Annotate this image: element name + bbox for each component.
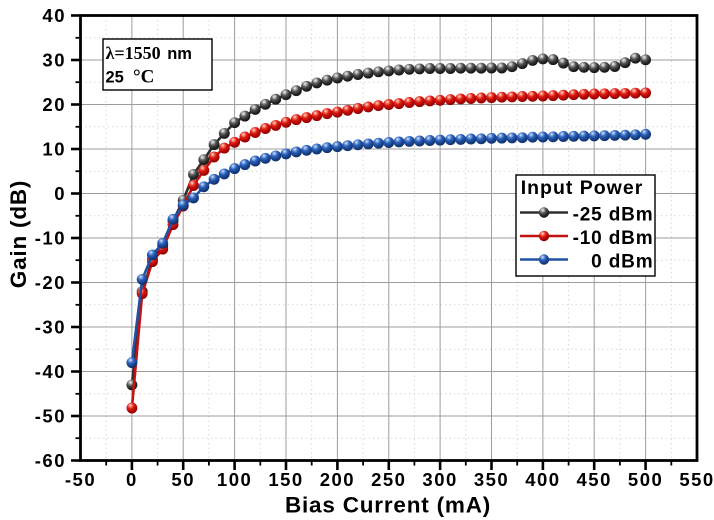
svg-text:0 dBm: 0 dBm: [591, 252, 653, 273]
svg-text:Bias Current (mA): Bias Current (mA): [285, 493, 491, 518]
svg-text:-10 dBm: -10 dBm: [573, 228, 654, 249]
svg-text:100: 100: [217, 469, 252, 490]
svg-text:350: 350: [474, 469, 509, 490]
svg-text:λ=1550 nm: λ=1550 nm: [106, 43, 192, 63]
svg-text:-40: -40: [35, 361, 66, 382]
svg-text:300: 300: [422, 469, 457, 490]
svg-text:0: 0: [126, 469, 138, 490]
svg-text:-60: -60: [35, 450, 66, 471]
svg-text:25°C: 25 °C: [106, 66, 155, 87]
svg-text:30: 30: [42, 50, 66, 71]
svg-text:200: 200: [320, 469, 355, 490]
svg-text:0: 0: [54, 183, 66, 204]
svg-text:-25 dBm: -25 dBm: [573, 205, 654, 226]
svg-text:450: 450: [577, 469, 612, 490]
svg-text:-20: -20: [35, 272, 66, 293]
svg-text:-10: -10: [35, 228, 66, 249]
svg-text:50: 50: [171, 469, 195, 490]
svg-text:550: 550: [679, 469, 714, 490]
svg-text:Input Power: Input Power: [521, 177, 644, 199]
svg-text:150: 150: [268, 469, 303, 490]
svg-text:-50: -50: [65, 469, 96, 490]
svg-text:500: 500: [628, 469, 663, 490]
svg-text:250: 250: [371, 469, 406, 490]
svg-text:-50: -50: [35, 406, 66, 427]
svg-text:Gain (dB): Gain (dB): [6, 180, 31, 288]
svg-text:10: 10: [42, 139, 66, 160]
svg-text:400: 400: [525, 469, 560, 490]
svg-text:40: 40: [42, 5, 66, 26]
svg-text:20: 20: [42, 94, 66, 115]
svg-text:-30: -30: [35, 317, 66, 338]
